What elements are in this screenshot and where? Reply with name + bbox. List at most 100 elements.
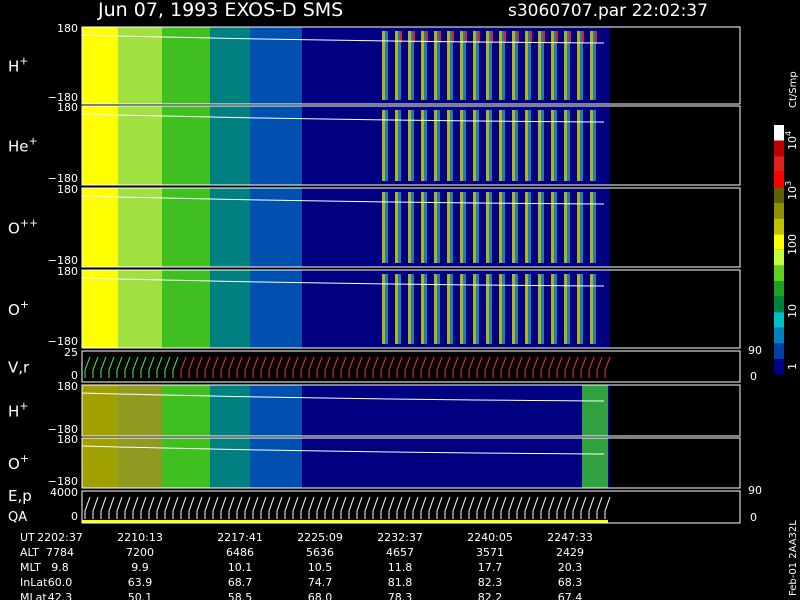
- spectrum-cell: [106, 270, 110, 348]
- spectrum-cell: [166, 27, 170, 104]
- trace: [340, 496, 347, 519]
- trace: [140, 496, 147, 519]
- spectrum-cell: [186, 270, 190, 348]
- spectrum-cell: [354, 438, 358, 488]
- panel: 180 −180 He+: [8, 101, 741, 186]
- spectrum-cell: [342, 106, 346, 185]
- panel: 180 −180 H+: [8, 380, 741, 437]
- spectrum-cell: [410, 385, 414, 436]
- spectrum-cell: [566, 438, 570, 488]
- spectrum-cell: [234, 438, 238, 488]
- spin-stripe: [382, 31, 385, 100]
- spectrum-cell: [602, 270, 606, 348]
- spectrum-cell: [258, 270, 262, 348]
- spectrum-cell: [262, 106, 266, 185]
- cell: 82.3: [478, 576, 503, 589]
- trace: [204, 496, 211, 519]
- spectrum-cell: [318, 188, 322, 267]
- cell: 3571: [476, 546, 504, 559]
- spectrum-cell: [142, 438, 146, 488]
- spectrum-cell: [142, 385, 146, 436]
- trace: [84, 356, 91, 378]
- spectrum-cell: [298, 106, 302, 185]
- spectrum-cell: [426, 438, 430, 488]
- spectrum-cell: [278, 438, 282, 488]
- spectrum-cell: [386, 438, 390, 488]
- spectrum-cell: [130, 188, 134, 267]
- spectrum-cell: [454, 27, 458, 104]
- spectrum-cell: [130, 27, 134, 104]
- spectrum-cell: [258, 27, 262, 104]
- spin-stripe: [486, 31, 489, 100]
- colorbar-cell: [774, 156, 784, 172]
- spin-stripe: [398, 192, 401, 263]
- trace: [348, 496, 355, 519]
- spectrum-cell: [242, 106, 246, 185]
- spectrum-cell: [286, 385, 290, 436]
- spectrum-cell: [190, 385, 194, 436]
- trace: [596, 356, 603, 378]
- trace: [388, 496, 395, 519]
- spectrum-cell: [310, 106, 314, 185]
- cell: 11.8: [388, 561, 413, 574]
- panel-label: O++: [8, 217, 38, 238]
- edge-band: [582, 438, 608, 488]
- spin-stripe: [593, 274, 596, 344]
- spectrum-cell: [354, 106, 358, 185]
- spectrum-cell: [162, 270, 166, 348]
- spectrum-cell: [302, 27, 306, 104]
- spin-stripe: [473, 110, 476, 181]
- spectrum-cell: [298, 27, 302, 104]
- spin-stripe: [525, 110, 528, 181]
- spectrum-cell: [334, 188, 338, 267]
- spectrum-cell: [302, 385, 306, 436]
- spectrum-cell: [330, 188, 334, 267]
- spectrum-cell: [294, 27, 298, 104]
- hot-stripe: [504, 31, 506, 43]
- trace: [276, 356, 283, 378]
- colorbar-cell: [774, 125, 784, 141]
- spin-stripe: [512, 274, 515, 344]
- hot-stripe: [530, 31, 532, 43]
- cell: 7784: [46, 546, 74, 559]
- spin-stripe: [424, 274, 427, 344]
- spectrum-cell: [334, 385, 338, 436]
- spectrum-cell: [102, 188, 106, 267]
- spectrum-cell: [246, 385, 250, 436]
- spectrum-cell: [558, 188, 562, 267]
- spectrum-cell: [338, 385, 342, 436]
- spectrum-cell: [390, 270, 394, 348]
- spectrum-cell: [422, 385, 426, 436]
- cell: 20.3: [558, 561, 583, 574]
- spectrum-cell: [150, 438, 154, 488]
- spectrum-cell: [290, 438, 294, 488]
- spin-stripe: [408, 274, 411, 344]
- trace: [580, 356, 587, 378]
- spectrum-cell: [606, 106, 610, 185]
- trace: [452, 356, 459, 378]
- spectrum-cell: [458, 385, 462, 436]
- trace: [396, 496, 403, 519]
- spectrum-cell: [410, 438, 414, 488]
- spectrum-cell: [238, 385, 242, 436]
- spectrum-cell: [158, 188, 162, 267]
- spectrum-cell: [242, 385, 246, 436]
- spectrum-cell: [438, 385, 442, 436]
- spin-stripe: [567, 31, 570, 100]
- spin-stripe: [512, 110, 515, 181]
- spectrum-cell: [82, 106, 86, 185]
- spectrum-cell: [334, 270, 338, 348]
- spin-stripe: [408, 192, 411, 263]
- colorbar-cell: [774, 171, 784, 188]
- hot-stripe: [465, 31, 467, 43]
- spin-stripe: [476, 192, 479, 263]
- panel: 180 −180 O+: [8, 265, 741, 349]
- spectrum-cell: [546, 106, 550, 185]
- spectrum-cell: [338, 270, 342, 348]
- spectrum-cell: [522, 106, 526, 185]
- spectrum-cell: [434, 385, 438, 436]
- spectrum-cell: [286, 106, 290, 185]
- spectrum-cell: [518, 27, 522, 104]
- spectrum-cell: [174, 106, 178, 185]
- spectrum-cell: [442, 385, 446, 436]
